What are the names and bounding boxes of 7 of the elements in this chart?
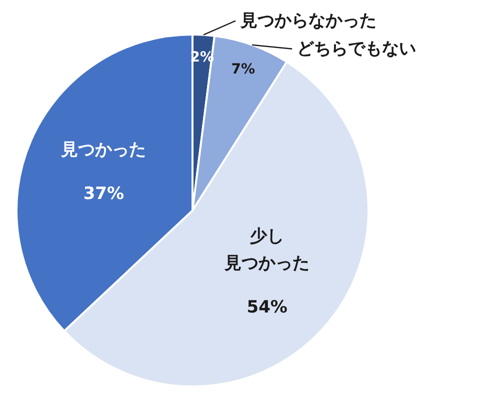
slice-label: 少し見つかった [224,226,310,274]
data-label: 37% [83,184,124,204]
data-label: 54% [246,298,288,318]
slice-label: 見つからなかった [240,10,377,31]
slice-label: どちらでもない [297,38,416,59]
slice-label: 見つかった [60,140,146,160]
data-label: 7% [231,62,256,78]
